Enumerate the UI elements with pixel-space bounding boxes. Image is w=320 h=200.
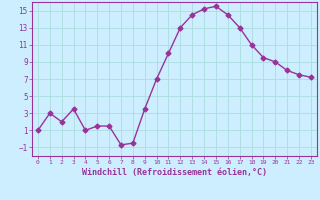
X-axis label: Windchill (Refroidissement éolien,°C): Windchill (Refroidissement éolien,°C) bbox=[82, 168, 267, 177]
